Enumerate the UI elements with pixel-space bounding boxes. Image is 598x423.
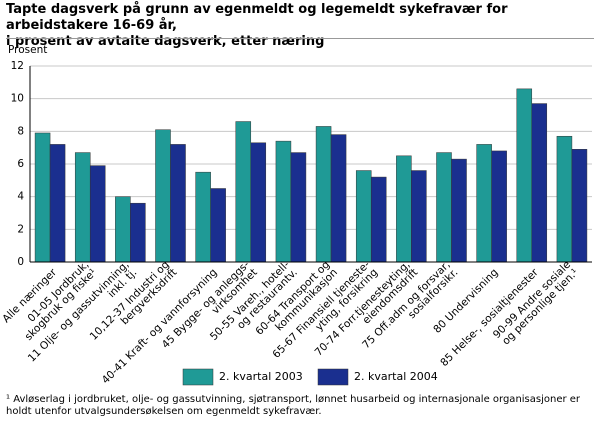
y-tick-label: 6 — [17, 158, 24, 170]
bar — [396, 155, 412, 263]
legend-label: 2. kvartal 2003 — [219, 370, 303, 383]
bar — [571, 149, 588, 263]
bar — [370, 176, 387, 263]
bar — [210, 188, 226, 263]
legend-swatch — [182, 368, 214, 386]
bar — [155, 129, 171, 263]
bar — [556, 135, 573, 263]
bar — [235, 121, 252, 263]
footnote: ¹ Avløserlag i jordbruket, olje- og gass… — [6, 394, 581, 417]
bar — [195, 171, 211, 263]
bar — [74, 152, 91, 263]
y-tick-label: 2 — [17, 223, 24, 235]
bar — [170, 144, 186, 263]
y-tick-label: 8 — [17, 125, 24, 137]
title-rule — [6, 38, 594, 39]
bar — [531, 103, 548, 263]
y-tick-label: 12 — [11, 60, 24, 72]
bar — [34, 132, 51, 263]
chart-title: Tapte dagsverk på grunn av egenmeldt og … — [6, 2, 508, 49]
bar — [436, 152, 452, 263]
y-tick-label: 10 — [11, 93, 24, 105]
bar — [89, 165, 106, 263]
bar — [516, 88, 533, 263]
bar — [355, 170, 372, 263]
bar — [411, 170, 427, 263]
bar — [491, 150, 507, 263]
legend-swatch — [317, 368, 349, 386]
bar — [476, 144, 492, 263]
bar — [290, 152, 307, 263]
bar — [451, 158, 467, 263]
bar — [330, 134, 347, 263]
y-tick-label: 4 — [17, 191, 24, 203]
legend-label: 2. kvartal 2004 — [354, 370, 438, 383]
bar — [49, 144, 66, 263]
bar — [315, 126, 332, 263]
bar — [115, 196, 131, 263]
y-tick-label: 0 — [17, 256, 24, 268]
bar — [275, 140, 292, 263]
y-axis-label: Prosent — [8, 44, 47, 56]
bar — [130, 202, 146, 263]
bar — [250, 142, 267, 263]
